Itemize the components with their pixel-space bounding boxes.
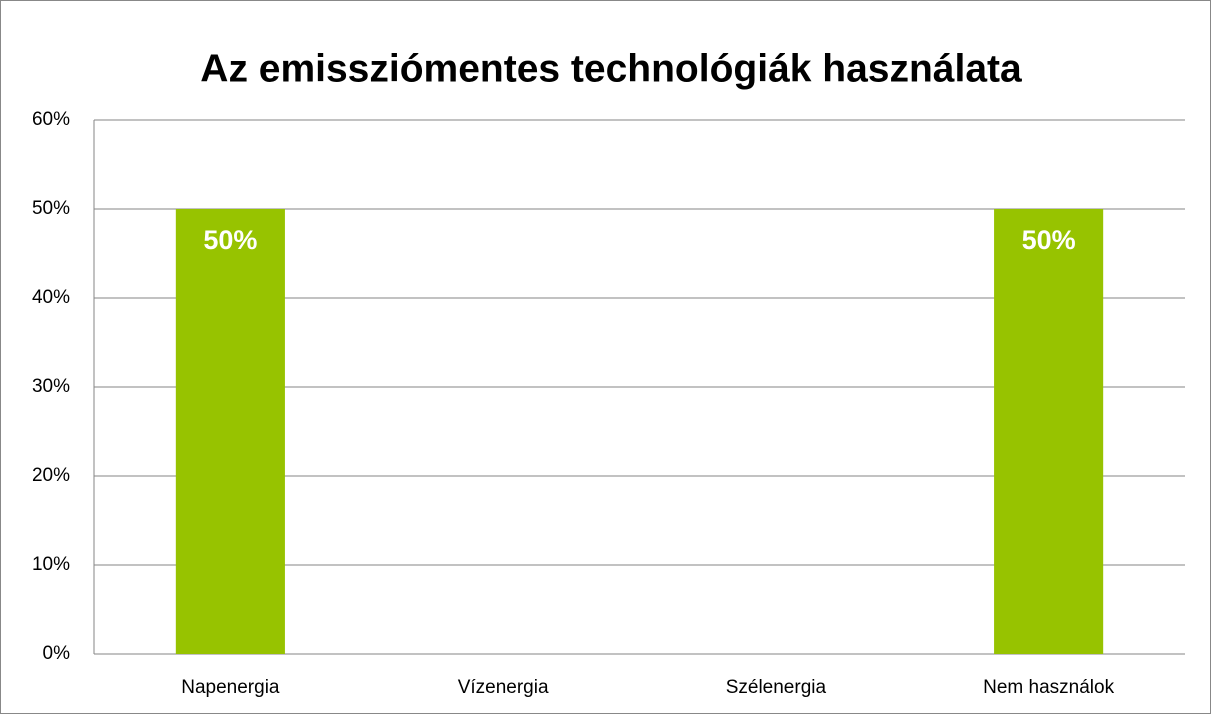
- y-tick-label: 50%: [32, 198, 70, 219]
- y-tick-label: 30%: [32, 376, 70, 397]
- x-tick-label: Szélenergia: [726, 677, 827, 698]
- data-label: 50%: [203, 225, 257, 255]
- bar: [994, 209, 1104, 654]
- data-label: 50%: [1022, 225, 1076, 255]
- y-tick-label: 0%: [43, 643, 71, 664]
- bar: [175, 209, 285, 654]
- x-tick-label: Napenergia: [181, 677, 280, 698]
- x-tick-label: Nem használok: [983, 677, 1114, 698]
- y-tick-label: 40%: [32, 287, 70, 308]
- chart-title: Az emissziómentes technológiák használat…: [200, 47, 1022, 90]
- y-tick-label: 60%: [32, 109, 70, 130]
- y-tick-label: 20%: [32, 465, 70, 486]
- y-tick-label: 10%: [32, 554, 70, 575]
- x-tick-label: Vízenergia: [458, 677, 549, 698]
